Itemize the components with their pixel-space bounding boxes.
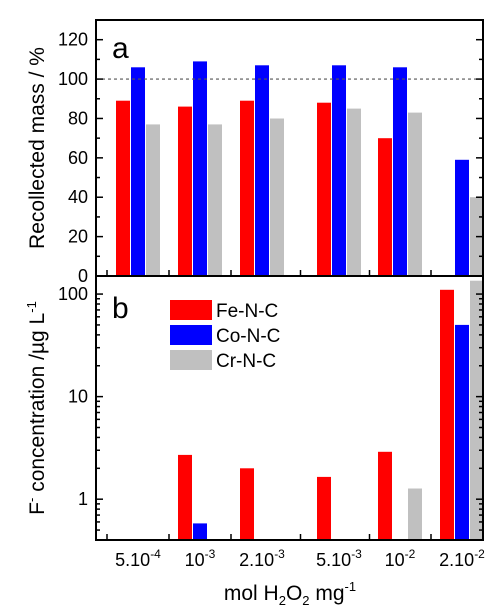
- bar-a-cr-n-c-1: [208, 124, 222, 276]
- x-tick-label-base: 5.10: [115, 550, 150, 570]
- legend-swatch-co-n-c: [170, 325, 212, 345]
- y-axis-title-b-part: F: [26, 502, 49, 515]
- x-tick-label-exponent: -3: [351, 547, 362, 561]
- x-axis-title-part: mol H: [224, 582, 279, 605]
- y-tick-label-a: 60: [68, 148, 88, 168]
- bar-b-fe-n-c-4: [378, 452, 392, 540]
- legend-swatch-cr-n-c: [170, 350, 212, 370]
- bar-a-fe-n-c-2: [240, 101, 254, 276]
- legend-label-cr-n-c: Cr-N-C: [216, 351, 276, 372]
- x-axis-title-part: -1: [345, 579, 357, 594]
- bar-a-fe-n-c-1: [178, 107, 192, 276]
- bar-a-co-n-c-5: [455, 160, 469, 276]
- legend-label-fe-n-c: Fe-N-C: [216, 301, 278, 322]
- y-axis-title-b: F- concentration /µg L-1: [24, 301, 49, 515]
- bar-b-fe-n-c-2: [240, 468, 254, 540]
- bar-a-co-n-c-2: [255, 65, 269, 276]
- y-tick-label-a: 20: [68, 227, 88, 247]
- x-tick-label-exponent: -2: [474, 547, 485, 561]
- bar-a-fe-n-c-0: [116, 101, 130, 276]
- bar-b-cr-n-c-5: [470, 281, 484, 540]
- y-tick-label-a: 0: [78, 266, 88, 286]
- bar-b-co-n-c-5: [455, 325, 469, 540]
- x-tick-label-exponent: -2: [405, 547, 416, 561]
- bar-a-cr-n-c-3: [347, 109, 361, 276]
- x-tick-label: 2.10-3: [239, 547, 285, 570]
- bar-a-co-n-c-1: [193, 61, 207, 276]
- bar-b-fe-n-c-3: [317, 477, 331, 540]
- x-axis-title-part: mg: [310, 582, 345, 605]
- y-tick-label-a: 40: [68, 187, 88, 207]
- x-tick-label: 2.10-2: [439, 547, 485, 570]
- bar-a-fe-n-c-4: [378, 138, 392, 276]
- y-tick-label-a: 100: [58, 69, 88, 89]
- x-tick-label-exponent: -3: [205, 547, 216, 561]
- y-axis-title-b-part: -1: [24, 301, 39, 313]
- bar-a-cr-n-c-2: [270, 119, 284, 277]
- x-axis-title-part: 2: [302, 593, 309, 608]
- bar-b-fe-n-c-1: [178, 455, 192, 540]
- bar-a-cr-n-c-4: [408, 113, 422, 276]
- bar-b-co-n-c-1: [193, 523, 207, 540]
- y-tick-label-b: 100: [58, 284, 88, 304]
- legend-label-co-n-c: Co-N-C: [216, 326, 280, 347]
- y-tick-label-a: 120: [58, 30, 88, 50]
- bar-a-co-n-c-0: [131, 67, 145, 276]
- y-tick-label-b: 10: [68, 387, 88, 407]
- bar-a-co-n-c-4: [393, 67, 407, 276]
- bar-a-co-n-c-3: [332, 65, 346, 276]
- y-tick-label-a: 80: [68, 108, 88, 128]
- y-axis-title-a: Recollected mass / %: [26, 47, 49, 249]
- x-tick-label-base: 2.10: [239, 550, 274, 570]
- bar-a-fe-n-c-3: [317, 103, 331, 276]
- x-tick-label-base: 2.10: [439, 550, 474, 570]
- y-tick-label-b: 1: [78, 489, 88, 509]
- x-tick-label: 5.10-3: [316, 547, 362, 570]
- x-tick-label-base: 10: [385, 550, 405, 570]
- x-tick-label-exponent: -4: [150, 547, 161, 561]
- x-axis-title-part: 2: [279, 593, 286, 608]
- x-axis-title: mol H2O2 mg-1: [224, 579, 356, 608]
- y-axis-title-b-part: concentration /µg L: [26, 313, 49, 498]
- panel-letter-a: a: [112, 32, 129, 65]
- x-tick-label-base: 10: [185, 550, 205, 570]
- x-axis-title-part: O: [286, 582, 302, 605]
- x-tick-label: 5.10-4: [115, 547, 161, 570]
- legend-swatch-fe-n-c: [170, 300, 212, 320]
- bar-b-cr-n-c-4: [408, 489, 422, 541]
- panel-b-frame: [96, 276, 483, 540]
- x-tick-label-exponent: -3: [274, 547, 285, 561]
- bar-a-cr-n-c-0: [146, 124, 160, 276]
- x-tick-label-base: 5.10: [316, 550, 351, 570]
- bar-b-fe-n-c-5: [440, 290, 454, 540]
- panel-letter-b: b: [112, 292, 129, 325]
- x-tick-label: 10-2: [385, 547, 416, 570]
- x-tick-label: 10-3: [185, 547, 216, 570]
